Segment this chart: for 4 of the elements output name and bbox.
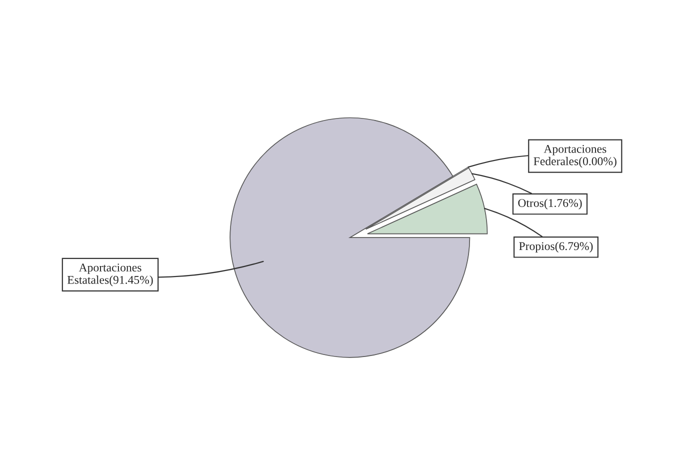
slice-label: Propios(6.79%) — [519, 242, 593, 253]
slice-label: Aportaciones Estatales(91.45%) — [67, 264, 153, 286]
category-label: Aportaciones Federales(0.00%) — [534, 144, 616, 168]
slice-label: Otros(1.76%) — [518, 198, 582, 210]
